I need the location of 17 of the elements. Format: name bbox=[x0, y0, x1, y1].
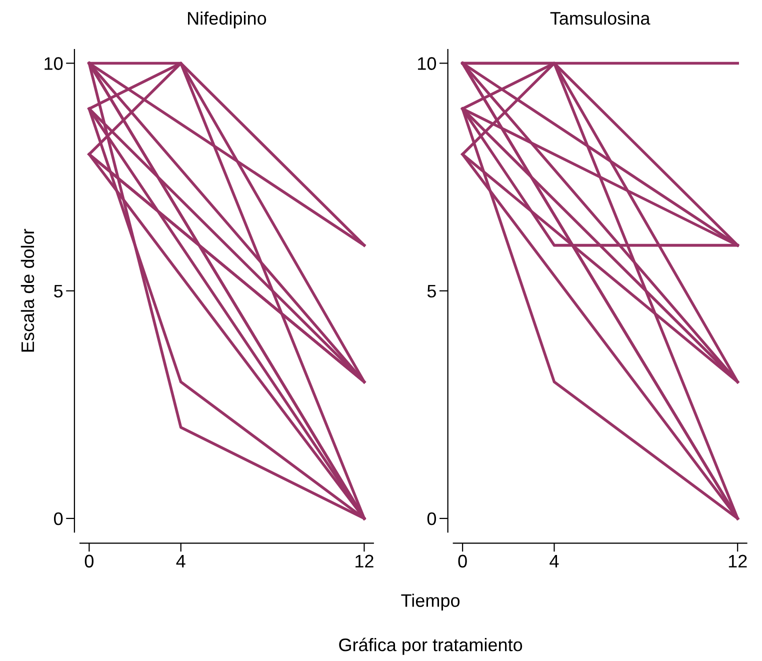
y-tick-label: 10 bbox=[44, 57, 63, 70]
x-tick-label: 4 bbox=[176, 554, 186, 568]
y-tick-label: 0 bbox=[427, 512, 436, 526]
x-tick-label: 12 bbox=[728, 554, 747, 568]
x-tick-label: 4 bbox=[550, 554, 559, 568]
x-tick-label: 0 bbox=[458, 554, 467, 568]
y-tick-label: 0 bbox=[54, 512, 63, 526]
chart-title: Tamsulosina bbox=[550, 11, 650, 25]
chart-title: Nifedipino bbox=[188, 11, 266, 28]
x-tick-label: 12 bbox=[356, 554, 374, 568]
y-tick-label: 5 bbox=[54, 284, 63, 298]
y-tick-label: 5 bbox=[427, 284, 436, 298]
y-axis-title: Escala de dolor bbox=[20, 228, 34, 352]
x-axis-title: Tiempo bbox=[401, 594, 460, 611]
x-tick-label: 0 bbox=[84, 554, 94, 568]
y-tick-label: 10 bbox=[418, 57, 436, 70]
text: Gráfica por tratamiento bbox=[339, 638, 522, 655]
